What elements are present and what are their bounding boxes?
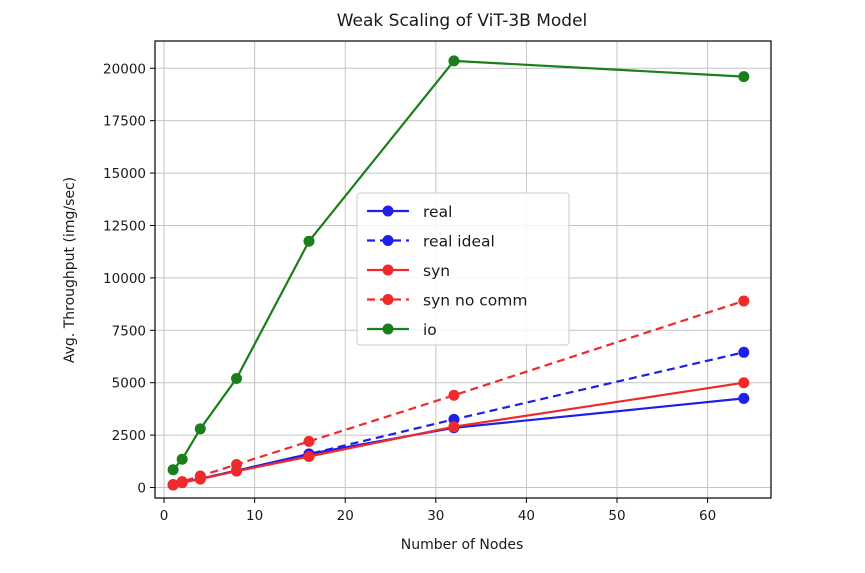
data-point-syn <box>303 450 315 462</box>
data-point-syn-no-comm <box>194 470 206 482</box>
series-line-real <box>172 397 744 486</box>
series-io <box>167 55 750 476</box>
data-point-syn-no-comm <box>231 458 243 470</box>
data-point-real <box>738 392 750 404</box>
data-point-io <box>231 373 243 385</box>
legend-marker-real <box>382 205 394 217</box>
x-tick-label: 20 <box>337 508 354 524</box>
x-tick-label: 60 <box>699 508 716 524</box>
legend-label-real: real <box>423 203 452 221</box>
x-tick-label: 10 <box>246 508 263 524</box>
y-tick-label: 12500 <box>103 218 146 234</box>
data-point-io <box>167 464 179 476</box>
x-axis-label: Number of Nodes <box>401 537 523 553</box>
y-tick-label: 10000 <box>103 271 146 287</box>
y-tick-label: 7500 <box>112 323 146 339</box>
data-point-io <box>194 423 206 435</box>
data-point-real-ideal <box>738 346 750 358</box>
data-point-syn <box>738 377 750 389</box>
data-point-syn-no-comm <box>448 389 460 401</box>
x-tick-label: 50 <box>608 508 625 524</box>
legend-marker-io <box>382 323 394 335</box>
data-point-io <box>448 55 460 67</box>
legend-label-syn-no-comm: syn no comm <box>423 292 527 310</box>
legend-label-io: io <box>423 321 437 339</box>
data-point-io <box>303 235 315 247</box>
legend-marker-syn <box>382 264 394 276</box>
legend: real real ideal syn syn no comm io <box>356 192 570 346</box>
y-axis-label: Avg. Throughput (img/sec) <box>62 177 78 363</box>
x-tick-label: 30 <box>427 508 444 524</box>
data-point-syn-no-comm <box>167 479 179 491</box>
legend-marker-syn-no-comm <box>382 294 394 305</box>
legend-label-syn: syn <box>423 262 450 280</box>
data-point-io <box>176 453 188 465</box>
y-tick-label: 2500 <box>112 428 146 444</box>
legend-box <box>356 192 570 346</box>
series-layer <box>167 55 750 491</box>
x-tick-label: 0 <box>160 508 169 524</box>
data-point-syn <box>448 421 460 433</box>
data-point-syn-no-comm <box>738 295 750 307</box>
legend-marker-real-ideal <box>382 235 394 246</box>
chart-title: Weak Scaling of ViT-3B Model <box>337 11 588 31</box>
y-tick-label: 20000 <box>103 61 146 77</box>
data-point-syn-no-comm <box>176 476 188 488</box>
legend-label-real-ideal: real ideal <box>423 233 495 251</box>
x-ticks: 0 10 20 30 40 50 60 <box>160 498 716 524</box>
data-point-syn-no-comm <box>303 435 315 447</box>
series-syn-no-comm <box>167 295 750 491</box>
y-tick-label: 5000 <box>112 376 146 392</box>
y-tick-label: 17500 <box>103 114 146 130</box>
plot-frame <box>154 40 772 499</box>
y-ticks: 0 2500 5000 7500 10000 12500 15000 17500 20000 <box>103 61 155 497</box>
y-tick-label: 0 <box>137 481 146 497</box>
x-tick-label: 40 <box>518 508 535 524</box>
y-tick-label: 15000 <box>103 166 146 182</box>
data-point-io <box>738 71 750 83</box>
